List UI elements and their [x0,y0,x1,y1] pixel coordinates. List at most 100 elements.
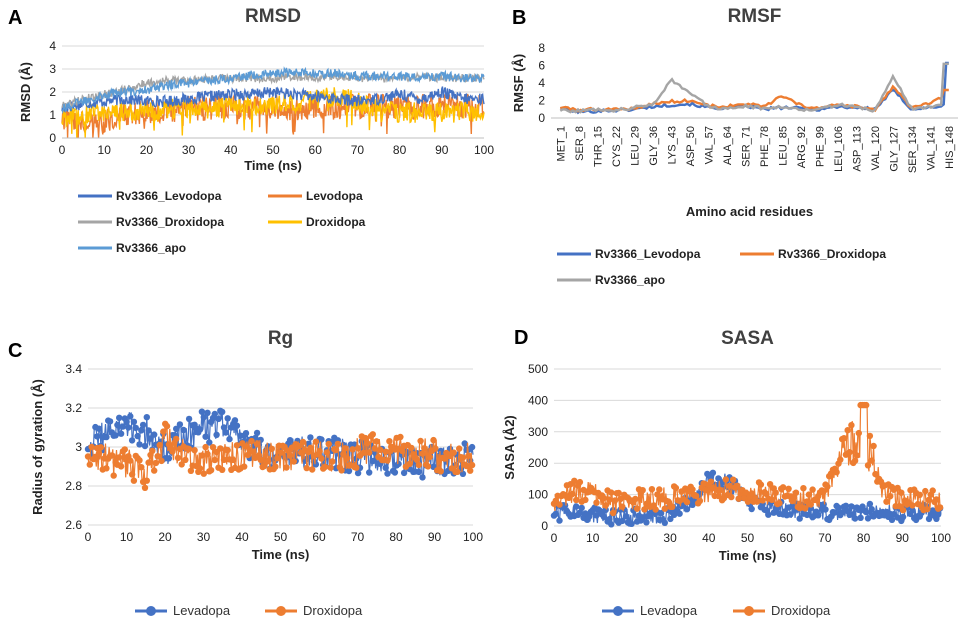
data-point [602,506,609,514]
data-point [872,470,879,478]
data-point [461,440,468,447]
x-tick-label: 90 [896,531,910,545]
x-tick-label: 90 [435,143,449,157]
x-tick-label: 20 [140,143,154,157]
x-tick-label: SER_8 [574,126,586,161]
data-point [459,470,467,477]
data-point [833,469,840,476]
data-point [853,452,861,459]
data-point [173,425,180,432]
panel-letter-c: C [8,340,22,362]
legend-label: Rv3366_Levodopa [116,189,222,203]
data-point [354,469,362,477]
data-point [103,465,110,472]
data-point [406,460,413,468]
data-point [241,463,248,470]
x-tick-label: VAL_57 [703,126,715,164]
series-line-droxidopa [61,87,485,138]
legend-marker [276,606,286,616]
data-point [848,503,855,510]
data-point [430,436,437,444]
series-line-rv3366_apo [61,66,485,115]
data-point [837,456,844,463]
data-point [220,424,228,431]
data-point [840,435,848,442]
x-axis-label: Time (ns) [252,547,310,562]
data-point [643,519,650,526]
legend-label: Rv3366_apo [116,241,186,255]
data-point [468,461,476,469]
data-point [744,498,752,505]
data-point [145,459,152,466]
x-tick-label: 40 [235,530,249,544]
data-point [421,445,428,452]
x-tick-label: PHE_99 [814,126,826,167]
data-point [935,511,942,518]
data-point [128,471,136,478]
data-point [95,450,103,457]
data-point [413,456,421,463]
data-point [715,492,722,500]
x-tick-label: SER_71 [740,126,752,167]
data-point [851,457,859,464]
data-point [299,438,307,446]
panel-letter-d: D [514,327,528,349]
data-point [97,444,105,451]
data-point [459,454,467,461]
data-point [169,448,176,455]
data-point [283,464,290,471]
data-point [870,442,877,450]
data-point [152,459,160,467]
data-point [399,447,406,455]
x-tick-label: 10 [120,530,134,544]
data-point [857,514,864,521]
data-point [145,427,152,434]
data-point [754,498,761,505]
x-tick-label: 80 [389,530,403,544]
data-point [198,408,206,415]
data-point [125,424,132,431]
data-point [689,486,696,493]
data-point [844,427,851,434]
y-tick-label: 3.4 [65,362,82,376]
data-point [608,489,615,496]
y-tick-label: 8 [538,41,545,55]
data-point [200,470,207,477]
data-point [141,484,149,491]
data-point [165,455,173,462]
data-point [213,431,220,438]
data-point [369,431,376,438]
data-point [134,432,141,440]
data-point [103,433,110,441]
data-point [296,442,303,450]
data-point [863,401,870,409]
y-tick-label: 2 [49,85,56,99]
data-point [286,452,294,459]
data-point [220,456,228,463]
data-point [432,445,439,452]
rmsd-chart: 0 1 2 3 4 RMSD RMSD (Å) 0 10 20 30 40 50 60 70 80 90 100 T… [18,6,494,255]
x-tick-label: 40 [224,143,238,157]
data-point [670,511,678,518]
data-point [796,515,803,522]
data-point [909,502,916,509]
data-point [641,506,648,513]
data-point [127,413,134,420]
data-point [665,498,672,505]
x-tick-label: 0 [59,143,66,157]
data-point [123,418,130,426]
data-point [233,422,241,429]
data-point [303,464,310,472]
data-point [683,506,691,513]
data-point [463,462,470,470]
data-point [128,437,136,444]
data-point [176,421,184,428]
x-tick-label: 100 [931,531,951,545]
data-point [338,467,345,474]
x-tick-label: VAL_120 [870,126,882,170]
data-point [116,454,123,461]
data-point [661,505,668,512]
data-point [883,498,890,505]
data-point [693,492,700,500]
